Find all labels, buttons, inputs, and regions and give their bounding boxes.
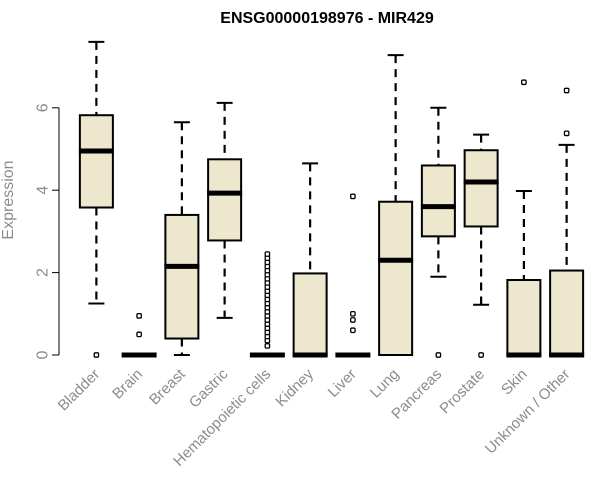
iqr-box [506,279,542,356]
outlier-point [435,352,442,358]
outlier-point [563,87,570,94]
box-gastric [207,101,243,319]
x-tick-label: Brain [109,366,146,403]
iqr-box [420,164,456,238]
chart-title: ENSG00000198976 - MIR429 [220,10,434,27]
x-tick-label: Lung [367,366,403,402]
outlier-point [264,343,271,349]
box-lung [378,54,414,356]
iqr-box [78,114,114,209]
outlier-point [136,331,142,338]
iqr-box [463,149,499,228]
x-tick-label: Prostate [436,366,488,418]
iqr-box [292,272,328,357]
outlier-point [563,130,570,137]
box-hematopoietic-cells [249,251,285,358]
box-bladder [78,40,114,358]
boxes [78,40,585,358]
outlier-point [350,317,356,323]
y-tick-label: 0 [35,350,52,359]
iqr-box [164,213,200,340]
y-tick-label: 4 [35,186,52,195]
x-tick-label: Kidney [272,365,317,410]
y-ticks: 0 2 4 6 [35,103,59,359]
box-kidney [292,162,328,358]
box-breast [164,121,200,356]
outlier-point [136,313,142,319]
outlier-point [93,352,100,358]
outlier-point [521,79,527,86]
y-tick-label: 2 [35,268,52,277]
iqr-box [207,158,243,242]
outlier-point [478,352,484,358]
box-brain [121,313,157,358]
x-tick-label: Breast [146,365,189,408]
box-liver [335,193,371,358]
box-pancreas [420,106,456,358]
y-tick-label: 6 [35,103,52,112]
outlier-point [350,193,356,200]
y-axis-label: Expression [0,160,17,239]
iqr-box [378,200,414,356]
x-tick-label: Bladder [55,366,104,415]
outlier-point [350,310,356,317]
x-tick-label: Skin [498,366,531,399]
outlier-point [350,327,356,334]
iqr-box [549,269,585,357]
box-skin [506,79,542,358]
outlier-point [264,251,271,257]
box-unknown-other [549,87,585,358]
box-prostate [463,133,499,358]
x-tick-label: Liver [325,366,360,401]
